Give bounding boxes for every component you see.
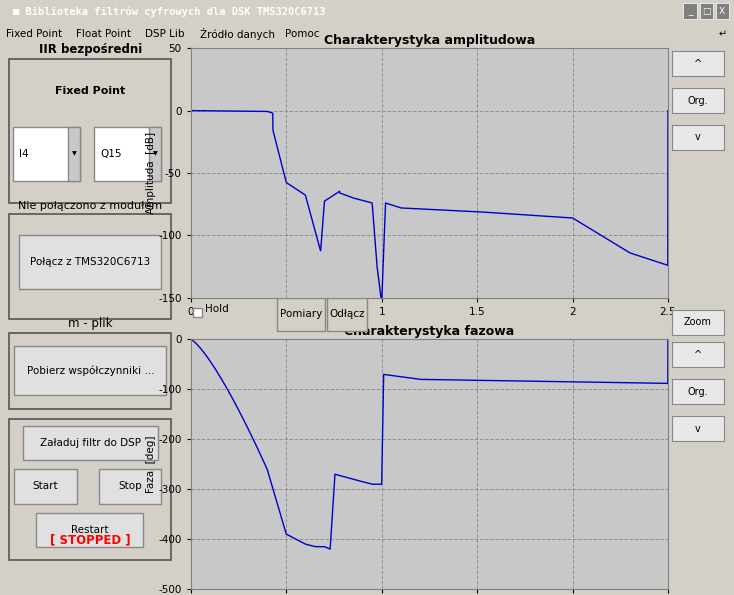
Bar [683,4,697,19]
Bar [10,333,171,409]
Text: Pomoc: Pomoc [285,29,319,39]
Text: Start: Start [33,481,59,491]
Text: Org.: Org. [688,387,708,397]
Y-axis label: Faza  [deg]: Faza [deg] [145,436,156,493]
Text: □: □ [702,7,711,16]
Text: ▼: ▼ [153,151,158,156]
Bar [10,59,171,203]
Bar [150,127,161,181]
Text: ^: ^ [694,350,702,360]
Text: ^: ^ [694,59,702,68]
Bar [327,298,367,331]
Bar [94,127,161,181]
Text: Nie połączono z modułem: Nie połączono z modułem [18,201,162,211]
Bar [193,308,202,317]
Y-axis label: Amplituda  [dB]: Amplituda [dB] [145,132,156,214]
Text: Pomiary: Pomiary [280,309,321,320]
Bar [36,513,142,547]
Text: Pobierz współczynniki ...: Pobierz współczynniki ... [26,365,154,376]
Text: ■ Biblioteka filtrów cyfrowych dla DSK TMS320C6713: ■ Biblioteka filtrów cyfrowych dla DSK T… [13,6,326,17]
Text: Źródło danych: Źródło danych [200,28,275,40]
Text: x 10⁴: x 10⁴ [672,318,698,328]
Text: I4: I4 [19,149,29,159]
Bar [10,214,171,319]
Text: v: v [695,424,701,434]
Title: Charakterystyka fazowa: Charakterystyka fazowa [344,325,515,339]
Text: Float Point: Float Point [76,29,131,39]
Title: Charakterystyka amplitudowa: Charakterystyka amplitudowa [324,34,535,47]
Text: _: _ [688,7,692,16]
Bar [15,346,166,395]
Text: Org.: Org. [688,96,708,105]
Text: Zoom: Zoom [684,317,712,327]
Bar [700,4,713,19]
Text: Fixed Point: Fixed Point [55,86,126,96]
Text: m - plik: m - plik [68,317,112,330]
Text: X: X [719,7,725,16]
Text: Stop: Stop [118,481,142,491]
Text: Połącz z TMS320C6713: Połącz z TMS320C6713 [30,257,150,267]
Bar [277,298,324,331]
Text: Odłącz: Odłącz [329,309,365,320]
Text: [ STOPPED ]: [ STOPPED ] [50,533,131,546]
Text: IIR bezpośredni: IIR bezpośredni [39,43,142,57]
Text: ▼: ▼ [72,151,76,156]
Bar [12,127,80,181]
Bar [19,235,161,289]
Text: Hold: Hold [205,305,228,314]
Bar [716,4,729,19]
Bar [15,469,77,503]
Bar [98,469,161,503]
Bar [68,127,80,181]
Text: v: v [695,133,701,142]
Text: DSP Lib: DSP Lib [145,29,185,39]
Text: Restart: Restart [70,525,108,535]
Bar [23,426,158,460]
Text: ↵: ↵ [719,29,727,39]
Text: Załaduj filtr do DSP: Załaduj filtr do DSP [40,438,141,448]
Text: Fixed Point: Fixed Point [6,29,62,39]
Text: Q15: Q15 [101,149,122,159]
Bar [10,419,171,560]
